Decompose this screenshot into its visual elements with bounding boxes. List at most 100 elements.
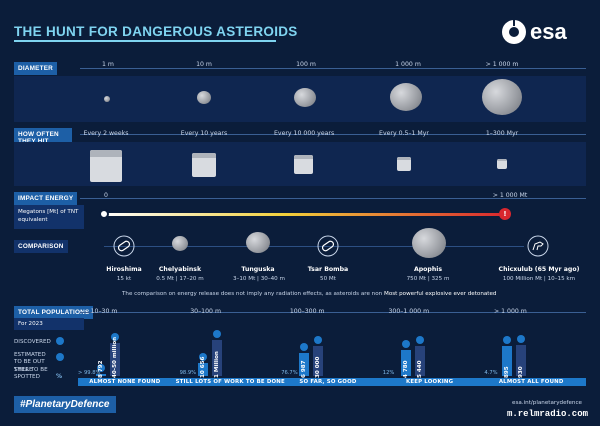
frequency-tick: Every 10 years bbox=[180, 130, 228, 137]
section-label-comparison: COMPARISON bbox=[14, 240, 68, 254]
impact-axis bbox=[80, 198, 586, 199]
still-to-spot-percent: > 99.8% bbox=[78, 370, 101, 376]
discovered-icon bbox=[401, 340, 410, 348]
discovered-icon bbox=[503, 336, 512, 344]
estimated-bar bbox=[110, 343, 120, 376]
impact-sublabel: Megatons [Mt] of TNT equivalent bbox=[14, 205, 84, 229]
hashtag-link[interactable]: #PlanetaryDefence bbox=[14, 396, 116, 413]
still-to-spot-percent: 98.9% bbox=[179, 370, 197, 376]
population-range: > 1 000 m bbox=[493, 308, 527, 315]
population-status: SO FAR, SO GOOD bbox=[299, 379, 357, 385]
asteroid-large-icon bbox=[482, 79, 522, 115]
legend-spotted: STILL TO BE SPOTTED bbox=[14, 367, 48, 381]
discovered-value: 10 656 bbox=[199, 356, 206, 378]
estimated-icon bbox=[415, 336, 424, 344]
estimated-bar bbox=[516, 345, 527, 376]
frequency-tick: 1–300 Myr bbox=[485, 130, 519, 137]
estimated-bar bbox=[211, 340, 222, 376]
frequency-tick: Every 10 000 years bbox=[274, 130, 335, 137]
population-range: 100–300 m bbox=[289, 308, 325, 315]
asteroid-100m-icon bbox=[294, 88, 316, 107]
asteroid-10m-icon bbox=[197, 91, 211, 104]
discovered-value: 6 987 bbox=[301, 360, 308, 378]
estimated-icon bbox=[56, 353, 64, 361]
still-to-spot-percent: 12% bbox=[382, 370, 395, 376]
watermark: m.relmradio.com bbox=[506, 409, 588, 419]
populations-axis bbox=[80, 312, 586, 313]
estimated-value: 1 Million bbox=[213, 351, 220, 378]
population-range: 300–1 000 m bbox=[388, 308, 430, 315]
estimated-icon bbox=[212, 330, 221, 338]
estimated-icon bbox=[517, 335, 526, 343]
estimated-value: 930 bbox=[518, 366, 525, 378]
populations-year: For 2023 bbox=[14, 318, 84, 330]
title-underline bbox=[14, 40, 276, 42]
comparison-value: 100 Million Mt | 10–15 km bbox=[502, 276, 576, 282]
page-title: THE HUNT FOR DANGEROUS ASTEROIDS bbox=[14, 24, 298, 39]
calendar-icon bbox=[90, 150, 122, 182]
logo-text: esa bbox=[530, 19, 567, 44]
estimated-value: 30 000 bbox=[315, 356, 322, 378]
diameter-tick: > 1 000 m bbox=[485, 61, 519, 68]
discovered-bar bbox=[197, 363, 208, 376]
discovered-bar bbox=[400, 350, 411, 376]
atomic-bomb-icon bbox=[113, 235, 135, 257]
comparison-value: 750 Mt | 325 m bbox=[406, 276, 450, 282]
discovered-icon bbox=[198, 353, 207, 361]
diameter-axis bbox=[80, 68, 586, 69]
section-label-diameter: DIAMETER bbox=[14, 62, 57, 76]
discovered-icon bbox=[300, 343, 309, 351]
calendar-icon bbox=[397, 157, 411, 171]
section-label-populations: TOTAL POPULATIONS bbox=[14, 306, 94, 320]
comparison-axis bbox=[104, 246, 524, 247]
asteroid-1000m-icon bbox=[390, 83, 422, 111]
percent-icon: % bbox=[56, 373, 63, 380]
diameter-tick: 1 m bbox=[102, 61, 114, 68]
discovered-value: 895 bbox=[504, 366, 511, 378]
population-range: 10–30 m bbox=[90, 308, 118, 315]
section-label-impact: IMPACT ENERGY bbox=[14, 192, 78, 206]
comparison-name: Chicxulub (65 Myr ago) bbox=[498, 266, 580, 273]
footer-url[interactable]: esa.int/planetarydefence bbox=[512, 400, 582, 406]
asteroid-icon bbox=[246, 232, 270, 253]
impact-start: 0 bbox=[104, 192, 108, 199]
discovered-icon bbox=[56, 337, 64, 345]
diameter-tick: 100 m bbox=[296, 61, 316, 68]
impact-start-marker bbox=[99, 209, 109, 219]
warning-icon: ! bbox=[499, 208, 511, 220]
population-status: STILL LOTS OF WORK TO BE DONE bbox=[175, 379, 285, 385]
population-status: ALMOST NONE FOUND bbox=[89, 379, 161, 385]
calendar-icon bbox=[192, 153, 216, 177]
tsar-note: Most powerful explosive ever detonated bbox=[384, 291, 497, 297]
diameter-tick: 10 m bbox=[196, 61, 212, 68]
impact-end: > 1 000 Mt bbox=[492, 192, 528, 199]
estimated-icon bbox=[111, 333, 119, 341]
estimated-value: 5 440 bbox=[416, 360, 423, 378]
comparison-name: Apophis bbox=[413, 266, 443, 273]
estimated-bar bbox=[414, 346, 425, 376]
esa-logo-icon bbox=[502, 18, 526, 44]
estimated-bar bbox=[313, 346, 324, 376]
discovered-bar bbox=[502, 346, 513, 376]
diameter-tick: 1 000 m bbox=[395, 61, 421, 68]
comparison-note: The comparison on energy release does no… bbox=[122, 291, 384, 297]
comparison-value: 15 kt bbox=[116, 276, 132, 282]
estimated-icon bbox=[314, 336, 323, 344]
discovered-icon bbox=[97, 364, 105, 372]
comparison-name: Chelyabinsk bbox=[158, 266, 202, 273]
legend-discovered: DISCOVERED bbox=[14, 339, 51, 345]
status-bar bbox=[78, 378, 586, 386]
comparison-value: 3–10 Mt | 30–40 m bbox=[233, 276, 285, 282]
estimated-value: 40-50 million bbox=[112, 336, 118, 378]
population-status: ALMOST ALL FOUND bbox=[498, 379, 564, 385]
population-status: KEEP LOOKING bbox=[405, 379, 454, 385]
asteroid-icon bbox=[412, 228, 446, 258]
still-to-spot-percent: 76.7% bbox=[281, 370, 298, 376]
comparison-name: Hiroshima bbox=[106, 266, 142, 273]
frequency-axis bbox=[80, 134, 586, 135]
atomic-bomb-icon bbox=[317, 235, 339, 257]
comparison-value: 50 Mt bbox=[320, 276, 336, 282]
impact-energy-bar bbox=[104, 213, 506, 216]
discovered-bar bbox=[96, 374, 106, 376]
population-range: 30–100 m bbox=[190, 308, 221, 315]
